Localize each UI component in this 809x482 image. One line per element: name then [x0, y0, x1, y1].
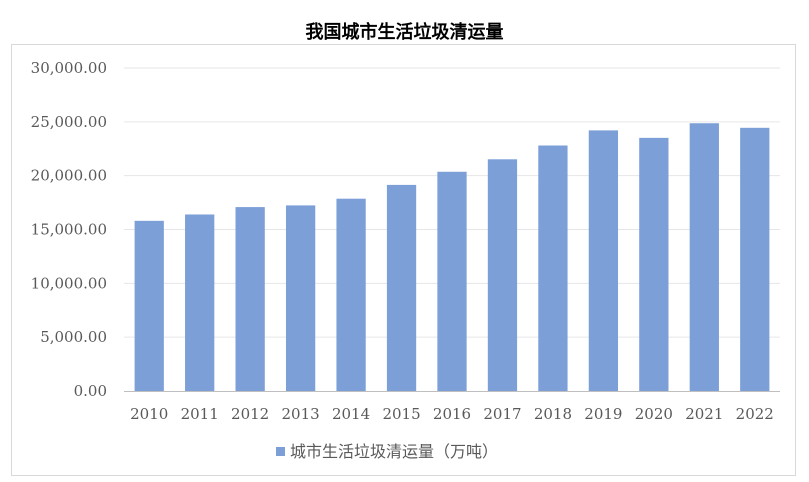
- bar-2019: [588, 130, 619, 391]
- x-tick-label: 2014: [332, 405, 370, 423]
- bar-2013: [285, 205, 316, 391]
- x-tick-label: 2018: [534, 405, 572, 423]
- bar-2011: [185, 214, 215, 391]
- y-axis-ticks: 0.00 5,000.00 10,000.00 15,000.00 20,000.00 2…: [31, 59, 107, 400]
- x-tick-label: 2022: [736, 405, 774, 423]
- x-tick-label: 2010: [130, 405, 168, 423]
- x-tick-label: 2017: [483, 405, 521, 423]
- chart-frame: [11, 44, 796, 476]
- y-tick-label: 0.00: [74, 382, 107, 400]
- bar-2014: [336, 198, 366, 391]
- bar-2021: [689, 123, 719, 391]
- x-tick-label: 2011: [181, 405, 219, 423]
- bar-2012: [235, 207, 265, 391]
- bar-2016: [437, 171, 467, 391]
- x-tick-label: 2021: [685, 405, 723, 423]
- bar-2022: [740, 127, 770, 391]
- bar-2020: [639, 137, 669, 391]
- legend: 城市生活垃圾清运量（万吨）: [276, 442, 498, 461]
- x-tick-label: 2015: [382, 405, 420, 423]
- chart-title: 我国城市生活垃圾清运量: [305, 22, 504, 43]
- x-tick-label: 2016: [433, 405, 471, 423]
- x-tick-label: 2012: [231, 405, 269, 423]
- bar-2015: [386, 184, 417, 391]
- bar-2017: [487, 159, 518, 391]
- y-tick-label: 20,000.00: [31, 167, 107, 185]
- y-tick-label: 30,000.00: [31, 59, 107, 77]
- bar-2018: [538, 145, 568, 391]
- bars: [134, 123, 770, 391]
- y-tick-label: 25,000.00: [31, 113, 107, 131]
- bar-2010: [134, 220, 164, 391]
- y-tick-label: 15,000.00: [31, 221, 107, 239]
- legend-swatch: [276, 447, 285, 456]
- x-axis-ticks: 2010 2011 2012 2013 2014 2015 2016 2017 2018 2019…: [130, 405, 774, 423]
- y-tick-label: 5,000.00: [40, 328, 107, 346]
- x-tick-label: 2013: [282, 405, 320, 423]
- y-tick-label: 10,000.00: [31, 274, 107, 292]
- legend-label: 城市生活垃圾清运量（万吨）: [290, 442, 498, 461]
- x-tick-label: 2019: [584, 405, 622, 423]
- x-tick-label: 2020: [635, 405, 673, 423]
